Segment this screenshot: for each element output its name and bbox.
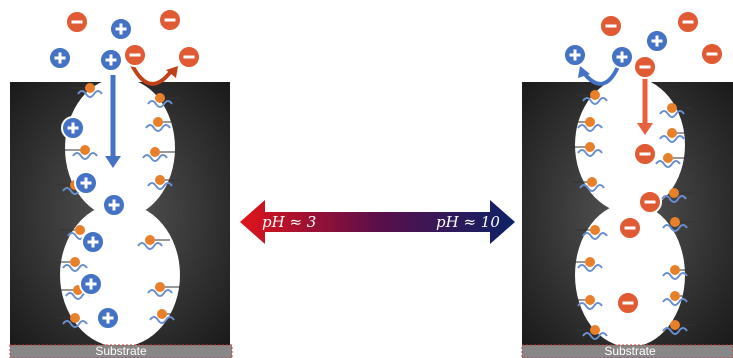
ph-high-label: pH ≈ 10	[436, 213, 500, 231]
nanoparticle	[585, 295, 595, 305]
nanoparticle	[585, 117, 595, 127]
nanoparticle	[150, 147, 160, 157]
nanoparticle	[669, 188, 679, 198]
left-membrane: Substrate	[10, 78, 232, 358]
nanoparticle	[155, 175, 165, 185]
substrate-label: Substrate	[95, 344, 147, 358]
nanoparticle	[587, 177, 597, 187]
nanoparticle	[157, 309, 167, 319]
nanoparticle	[585, 142, 595, 152]
nanoparticle	[585, 257, 595, 267]
nanoparticle	[667, 128, 677, 138]
nanoparticle	[670, 217, 680, 227]
nanoparticle	[153, 117, 163, 127]
substrate-label: Substrate	[604, 344, 656, 358]
nanoparticle	[590, 325, 600, 335]
nanoparticle	[155, 93, 165, 103]
nanoparticle	[85, 83, 95, 93]
nanoparticle	[75, 225, 85, 235]
nanoparticle	[155, 282, 165, 292]
figure: Substrate Substrate pH ≈ 3 pH ≈ 10	[0, 0, 733, 358]
nanoparticle	[70, 313, 80, 323]
nanoparticle	[670, 291, 680, 301]
nanoparticle	[670, 320, 680, 330]
nanoparticle	[70, 257, 80, 267]
nanoparticle	[590, 225, 600, 235]
nanoparticle	[667, 103, 677, 113]
ph-low-label: pH ≈ 3	[262, 213, 316, 231]
nanoparticle	[590, 90, 600, 100]
anion-rejection-arrow	[132, 65, 172, 84]
nanoparticle	[663, 153, 673, 163]
nanoparticle	[80, 145, 90, 155]
nanoparticle	[670, 265, 680, 275]
nanoparticle	[145, 235, 155, 245]
